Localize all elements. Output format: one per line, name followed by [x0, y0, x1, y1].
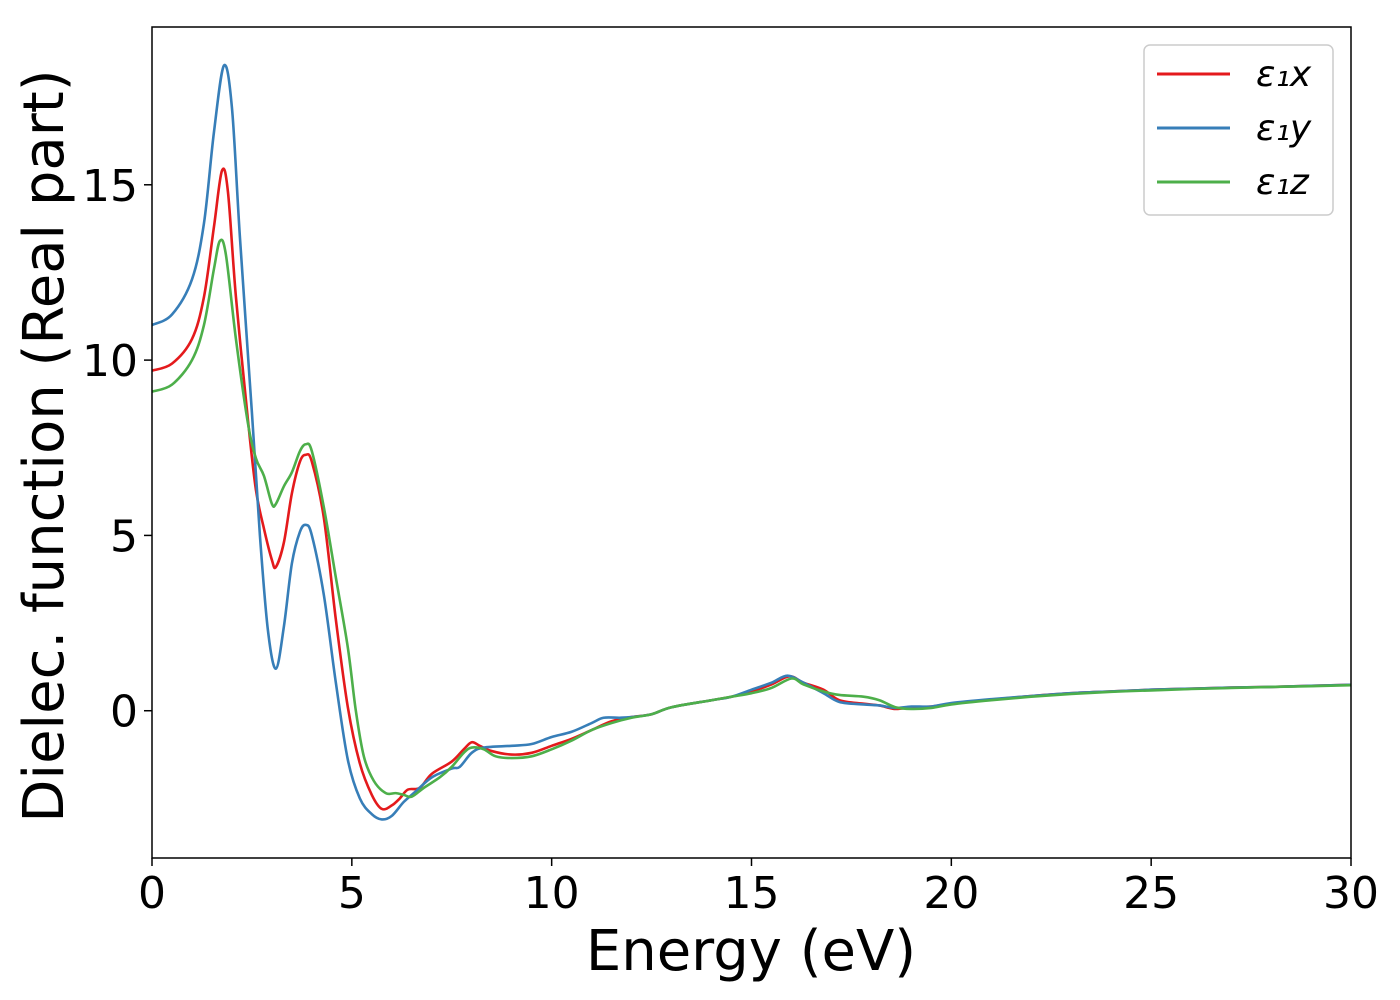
- series-line-eps1y: [151, 63, 1352, 821]
- legend-box: [1143, 44, 1334, 216]
- legend-label-eps1y: ε₁y: [1256, 108, 1312, 149]
- legend-label-eps1z: ε₁z: [1256, 162, 1310, 203]
- series-layer: [151, 63, 1352, 821]
- legend: ε₁x ε₁y ε₁z: [1143, 44, 1334, 216]
- x-tick-label: 10: [524, 868, 580, 919]
- y-tick-label: 0: [110, 687, 138, 738]
- y-tick-label: 5: [110, 511, 138, 562]
- x-axis-ticks: 0 5 10 15 20 25 30: [138, 858, 1379, 919]
- legend-label-eps1x: ε₁x: [1256, 54, 1312, 95]
- series-line-eps1x: [151, 167, 1352, 811]
- series-line-eps1z: [151, 238, 1352, 799]
- y-tick-label: 10: [82, 336, 138, 387]
- y-axis-title: Dielec. function (Real part): [12, 69, 77, 822]
- y-axis-ticks: 0 5 10 15: [82, 161, 152, 738]
- x-tick-label: 20: [923, 868, 979, 919]
- x-tick-label: 25: [1123, 868, 1179, 919]
- x-tick-label: 30: [1323, 868, 1379, 919]
- plot-frame: [151, 26, 1352, 859]
- x-tick-label: 5: [338, 868, 366, 919]
- x-tick-label: 15: [724, 868, 780, 919]
- x-tick-label: 0: [138, 868, 166, 919]
- x-axis-title: Energy (eV): [586, 919, 916, 984]
- y-tick-label: 15: [82, 161, 138, 212]
